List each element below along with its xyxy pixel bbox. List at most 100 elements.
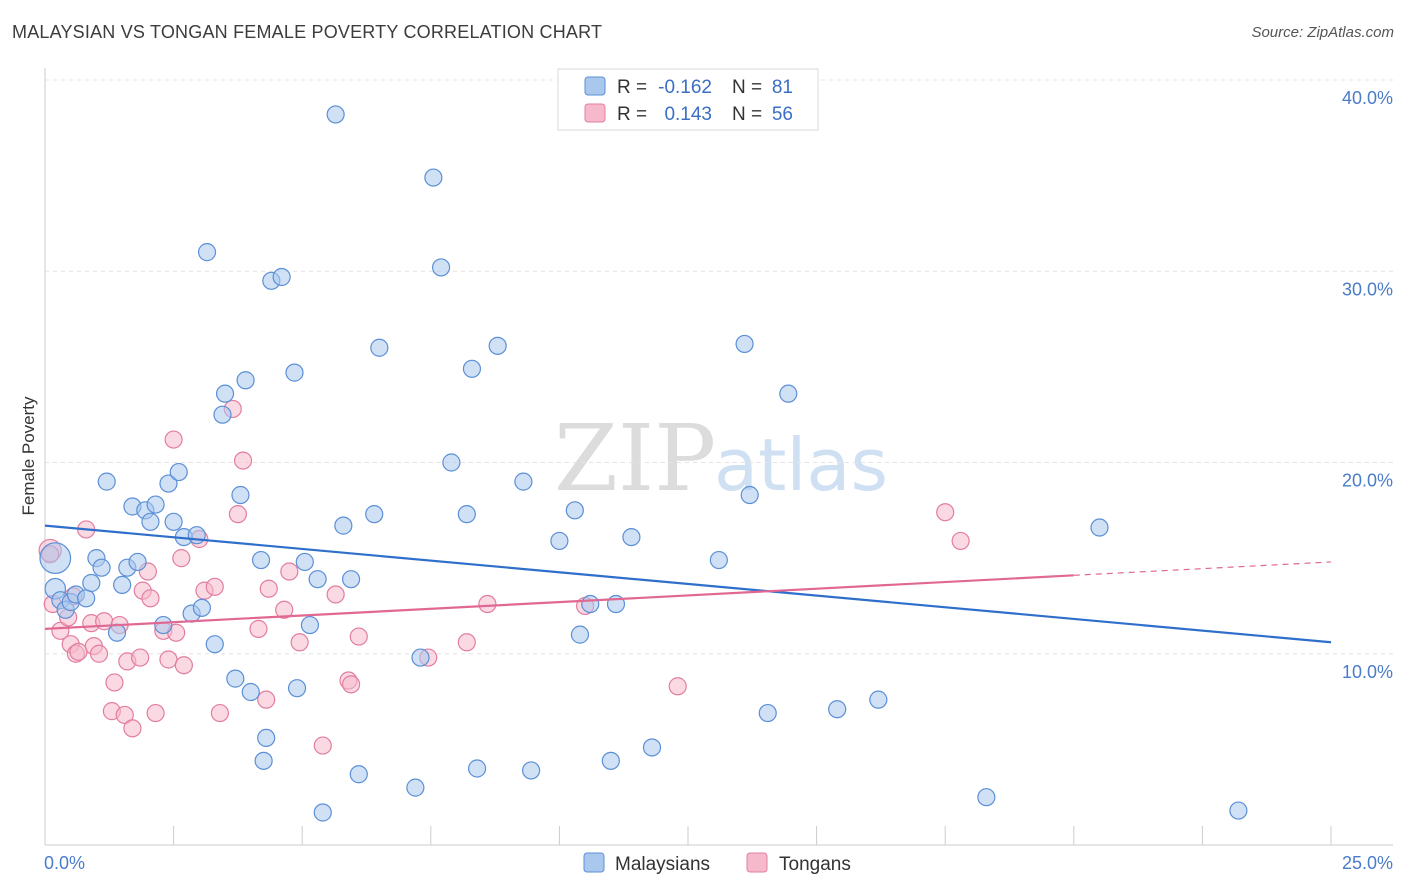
watermark-zip: ZIP	[554, 405, 716, 512]
malaysians-point	[272, 267, 291, 287]
tongans-point	[341, 675, 361, 694]
tongans-trend-line	[44, 574, 1074, 630]
tongans-point	[249, 619, 268, 638]
tongans-point	[936, 503, 955, 522]
legend-n-label-malaysians: N =	[732, 77, 762, 98]
malaysians-point	[197, 243, 217, 262]
tongans-point	[159, 650, 178, 669]
malaysians-point	[522, 761, 541, 780]
malaysians-point	[828, 700, 847, 719]
malaysians-point	[1229, 801, 1248, 820]
legend: R = -0.162 N = 81 R = 0.143 N = 56	[557, 68, 819, 131]
malaysians-point	[601, 751, 620, 770]
tongans-point	[313, 736, 332, 755]
malaysians-point	[431, 258, 451, 277]
y-axis-label: Female Poverty	[19, 396, 38, 516]
malaysians-point	[187, 526, 206, 545]
y-tick-label-10: 10.0%	[1342, 662, 1393, 682]
source-credit: Source: ZipAtlas.com	[1251, 24, 1394, 41]
malaysians-point	[457, 505, 476, 524]
y-tick-label-20: 20.0%	[1342, 471, 1393, 491]
malaysians-point	[467, 759, 487, 778]
malaysians-point	[365, 505, 384, 524]
malaysians-point	[869, 690, 888, 709]
watermark: ZIP atlas	[554, 405, 888, 512]
malaysians-point	[570, 625, 590, 644]
malaysians-point	[164, 512, 183, 531]
malaysians-point	[113, 575, 132, 595]
tongans-point	[290, 633, 309, 652]
trend-lines	[44, 524, 1332, 644]
malaysians-point	[236, 371, 255, 390]
malaysians-point	[146, 495, 165, 514]
tongans-point	[349, 627, 368, 646]
tongans-point	[51, 621, 70, 640]
malaysians-point	[550, 531, 569, 551]
malaysians-point	[231, 485, 250, 505]
tongans-point	[105, 673, 124, 692]
tongans-point	[69, 642, 88, 661]
malaysians-point	[581, 594, 600, 614]
legend-swatch-malaysians	[584, 76, 606, 96]
bottom-legend-label-malaysians: Malaysians	[615, 854, 710, 875]
tongans-point	[141, 589, 160, 608]
malaysians-point	[349, 765, 368, 784]
malaysians-point	[622, 527, 641, 547]
bottom-legend: Malaysians Tongans	[583, 852, 851, 875]
tongans-point	[174, 656, 193, 675]
tongans-point	[123, 719, 142, 738]
tongans-point	[205, 577, 224, 596]
malaysians-point	[442, 453, 461, 472]
malaysians-point	[97, 472, 116, 491]
watermark-atlas: atlas	[714, 423, 888, 507]
malaysians-point	[565, 501, 584, 520]
tongans-point	[228, 505, 247, 524]
tongans-point	[668, 677, 687, 696]
grid-lines	[45, 79, 1393, 655]
malaysians-point	[308, 570, 327, 589]
y-tick-label-40: 40.0%	[1342, 88, 1393, 108]
malaysians-point	[128, 552, 147, 572]
malaysians-point	[514, 472, 533, 491]
tongans-point	[259, 579, 278, 598]
malaysians-point	[642, 738, 662, 757]
tongans-point	[164, 430, 183, 449]
legend-r-label-tongans: R =	[617, 104, 647, 125]
chart-title: MALAYSIAN VS TONGAN FEMALE POVERTY CORRE…	[12, 22, 603, 42]
bottom-legend-swatch-tongans	[746, 852, 768, 873]
malaysians-point	[341, 570, 361, 589]
malaysians-point	[141, 512, 160, 531]
malaysians-points	[39, 105, 1248, 822]
malaysians-point	[411, 648, 430, 667]
malaysians-point	[251, 550, 271, 570]
legend-n-label-tongans: N =	[732, 104, 762, 125]
malaysians-point	[300, 615, 320, 635]
malaysians-point	[295, 552, 314, 572]
tongans-point	[280, 562, 299, 581]
tongans-point	[478, 594, 497, 614]
legend-n-malaysians: 81	[772, 77, 793, 98]
malaysians-point	[154, 615, 173, 635]
tongans-point	[457, 633, 476, 652]
malaysians-point	[287, 679, 307, 698]
tongans-point	[115, 705, 134, 725]
tongans-point	[146, 703, 165, 723]
malaysians-point	[1090, 518, 1109, 537]
tongans-trend-extension	[1073, 561, 1332, 576]
x-tick-label-max: 25.0%	[1342, 853, 1393, 873]
tongans-point	[257, 690, 276, 709]
malaysians-point	[488, 336, 507, 355]
malaysians-point	[285, 363, 304, 382]
legend-n-tongans: 56	[772, 104, 793, 125]
malaysians-point	[370, 338, 389, 357]
malaysians-point	[241, 682, 260, 702]
malaysians-point	[192, 598, 211, 617]
tongans-point	[131, 648, 150, 667]
malaysians-point	[226, 669, 245, 688]
legend-swatch-tongans	[584, 103, 606, 123]
malaysians-trend-line	[44, 524, 1332, 644]
malaysians-point	[254, 751, 273, 770]
axes	[44, 68, 1393, 846]
tongans-point	[89, 644, 109, 663]
